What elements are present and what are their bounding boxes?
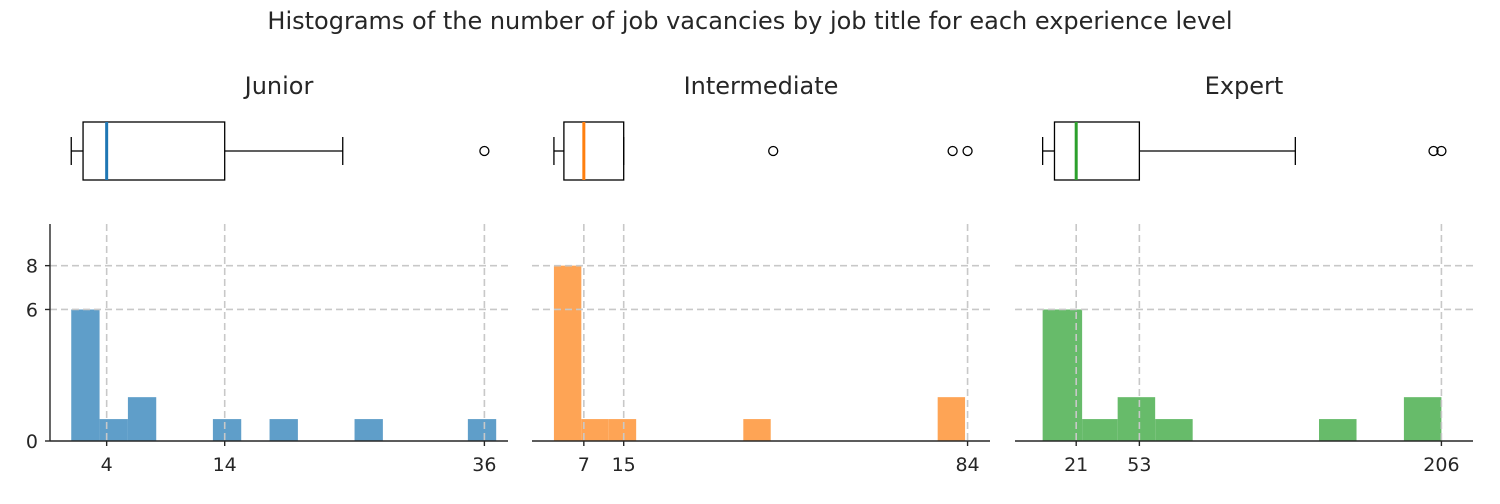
figure-title: Histograms of the number of job vacancie…	[267, 7, 1232, 35]
histogram-bar	[743, 419, 771, 441]
x-tick-label: 53	[1127, 454, 1151, 476]
x-tick-label: 206	[1423, 454, 1459, 476]
histogram-bar	[1117, 397, 1156, 441]
flier-point	[768, 145, 779, 157]
y-tick-label: 8	[26, 256, 38, 278]
iqr-box	[563, 121, 625, 181]
x-tick-label: 14	[213, 454, 237, 476]
histogram-bar	[99, 419, 128, 441]
iqr-box	[82, 121, 226, 181]
histogram-bar	[553, 265, 582, 441]
histogram-bar	[269, 419, 298, 441]
histogram-bar	[581, 419, 609, 441]
panel-title: Expert	[1205, 72, 1284, 100]
histogram-bar	[354, 419, 383, 441]
y-tick-label: 0	[26, 431, 38, 453]
histogram-bar	[1042, 309, 1083, 441]
flier-point	[962, 145, 973, 157]
histogram-bar	[1155, 419, 1193, 441]
histogram-bar	[467, 419, 497, 441]
flier-point	[479, 145, 490, 157]
x-tick-label: 15	[612, 454, 636, 476]
panel-junior: Junior 0 6 8 4 14 36	[26, 72, 508, 476]
panel-title: Intermediate	[684, 72, 839, 100]
flier-point	[1436, 145, 1447, 157]
x-tick-label: 7	[578, 454, 590, 476]
histogram-bar	[608, 419, 637, 441]
panel-title: Junior	[243, 72, 314, 100]
flier-point	[1428, 145, 1439, 157]
histogram-bar	[71, 309, 100, 441]
histogram-bar	[127, 397, 157, 441]
histogram-bar	[212, 419, 242, 441]
histogram-bar	[1082, 419, 1118, 441]
histogram-bar	[937, 397, 966, 441]
panel-expert: Expert 21 53 206	[1015, 72, 1473, 476]
iqr-box	[1053, 121, 1141, 181]
panel-intermediate: Intermediate 7 15 84	[532, 72, 990, 476]
x-tick-label: 84	[955, 454, 979, 476]
x-tick-label: 36	[472, 454, 496, 476]
x-tick-label: 4	[101, 454, 113, 476]
flier-point	[947, 145, 958, 157]
histogram-bar	[1319, 419, 1357, 441]
x-tick-label: 21	[1064, 454, 1088, 476]
histogram-bar	[1403, 397, 1442, 441]
y-tick-label: 6	[26, 299, 38, 321]
